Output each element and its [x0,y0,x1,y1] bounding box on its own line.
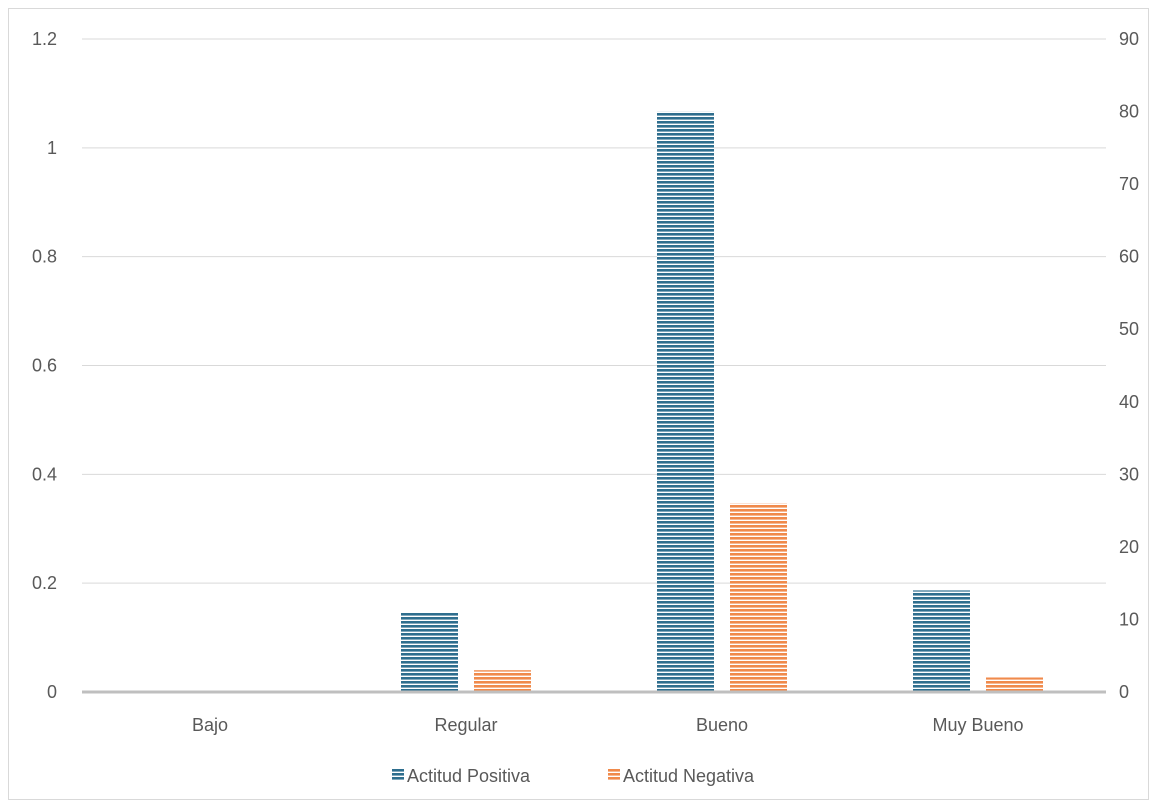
bar-actitud-negativa [986,677,1043,692]
chart-frame: 0 0.2 0.4 0.6 0.8 1 1.2 0 10 20 30 40 50 60 70 80 90 Ba… [8,8,1149,800]
category-label: Bajo [192,715,228,735]
right-tick-label: 10 [1119,609,1139,629]
gridlines [82,38,1106,584]
right-tick-label: 20 [1119,537,1139,557]
bar-actitud-positiva [401,612,458,692]
bars [401,111,1043,693]
legend-swatch [392,769,404,781]
left-tick-label: 1 [47,138,57,158]
legend-item: Actitud Negativa [608,766,755,786]
category-labels: Bajo Regular Bueno Muy Bueno [192,715,1024,735]
bar-chart: 0 0.2 0.4 0.6 0.8 1 1.2 0 10 20 30 40 50 60 70 80 90 Ba… [32,29,1139,786]
left-tick-label: 0.8 [32,247,57,267]
category-label: Bueno [696,715,748,735]
left-axis-tick-labels: 0 0.2 0.4 0.6 0.8 1 1.2 [32,29,57,702]
right-tick-label: 70 [1119,174,1139,194]
right-tick-label: 0 [1119,682,1129,702]
left-tick-label: 0.6 [32,356,57,376]
left-tick-label: 0.2 [32,573,57,593]
legend-label: Actitud Negativa [623,766,755,786]
left-tick-label: 0 [47,682,57,702]
bar-actitud-negativa [474,670,531,692]
category-label: Regular [434,715,497,735]
left-tick-label: 0.4 [32,464,57,484]
right-tick-label: 30 [1119,464,1139,484]
legend-swatch [608,769,620,781]
bar-actitud-positiva [657,111,714,693]
left-tick-label: 1.2 [32,29,57,49]
legend-item: Actitud Positiva [392,766,531,786]
right-axis-tick-labels: 0 10 20 30 40 50 60 70 80 90 [1119,29,1139,702]
category-label: Muy Bueno [932,715,1023,735]
legend-label: Actitud Positiva [407,766,531,786]
bar-actitud-positiva [913,590,970,692]
right-tick-label: 50 [1119,319,1139,339]
right-tick-label: 80 [1119,102,1139,122]
right-tick-label: 40 [1119,392,1139,412]
bar-actitud-negativa [730,503,787,692]
right-tick-label: 60 [1119,247,1139,267]
legend: Actitud Positiva Actitud Negativa [392,766,755,786]
right-tick-label: 90 [1119,29,1139,49]
